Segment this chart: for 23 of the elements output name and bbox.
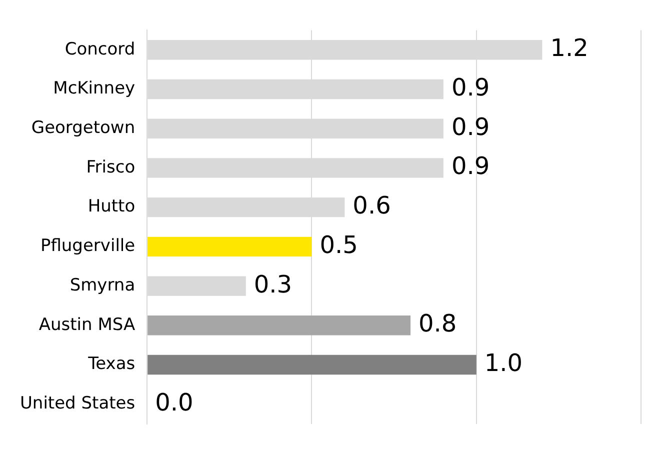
data-label: 0.3 <box>254 270 292 298</box>
y-tick-label: Smyrna <box>70 275 136 296</box>
data-label: 0.0 <box>155 388 194 416</box>
data-label: 0.9 <box>451 152 490 180</box>
y-tick-label: Georgetown <box>31 118 136 138</box>
y-tick-label: United States <box>20 394 136 414</box>
bar <box>148 236 312 257</box>
data-label: 0.9 <box>451 112 490 141</box>
y-tick-label: Austin MSA <box>38 314 136 335</box>
y-tick-label: Frisco <box>86 157 136 178</box>
y-tick-label: Hutto <box>88 196 136 217</box>
data-label: 0.9 <box>451 73 490 102</box>
data-label: 1.2 <box>550 34 588 62</box>
y-tick-label: McKinney <box>53 78 136 99</box>
bar <box>148 316 411 336</box>
data-label: 0.5 <box>320 230 358 259</box>
y-tick-label: Texas <box>87 354 136 374</box>
data-label: 1.0 <box>484 348 523 377</box>
y-tick-label: Pflugerville <box>40 236 136 256</box>
y-tick-label: Concord <box>64 39 136 60</box>
data-label: 0.8 <box>418 310 457 338</box>
bar <box>148 354 476 375</box>
data-label: 0.6 <box>352 192 391 220</box>
